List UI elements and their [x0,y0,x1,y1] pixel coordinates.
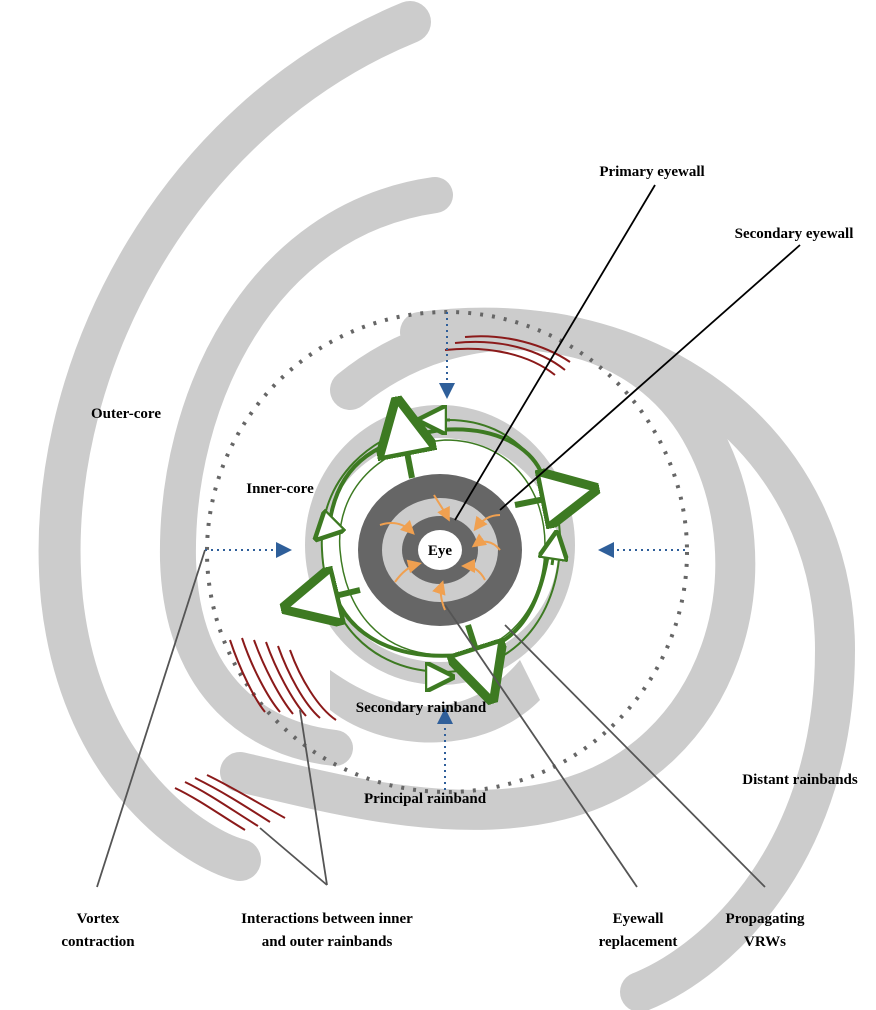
label: VRWs [744,934,786,950]
label: Secondary eyewall [735,226,854,242]
label: Propagating [726,911,805,927]
label: Inner-core [246,481,314,497]
label: Secondary rainband [356,700,487,716]
label: Eyewall [613,911,664,927]
label: Vortex [77,911,120,927]
label: Distant rainbands [742,772,858,788]
diagram: Primary eyewall Secondary eyewall Outer-… [0,0,876,1010]
label: Interactions between inner [241,911,413,927]
label: and outer rainbands [262,934,393,950]
label: contraction [61,934,135,950]
label: Outer-core [91,406,161,422]
label: replacement [599,934,678,950]
label: Eye [428,543,453,559]
label: Principal rainband [364,791,487,807]
label: Primary eyewall [599,164,704,180]
